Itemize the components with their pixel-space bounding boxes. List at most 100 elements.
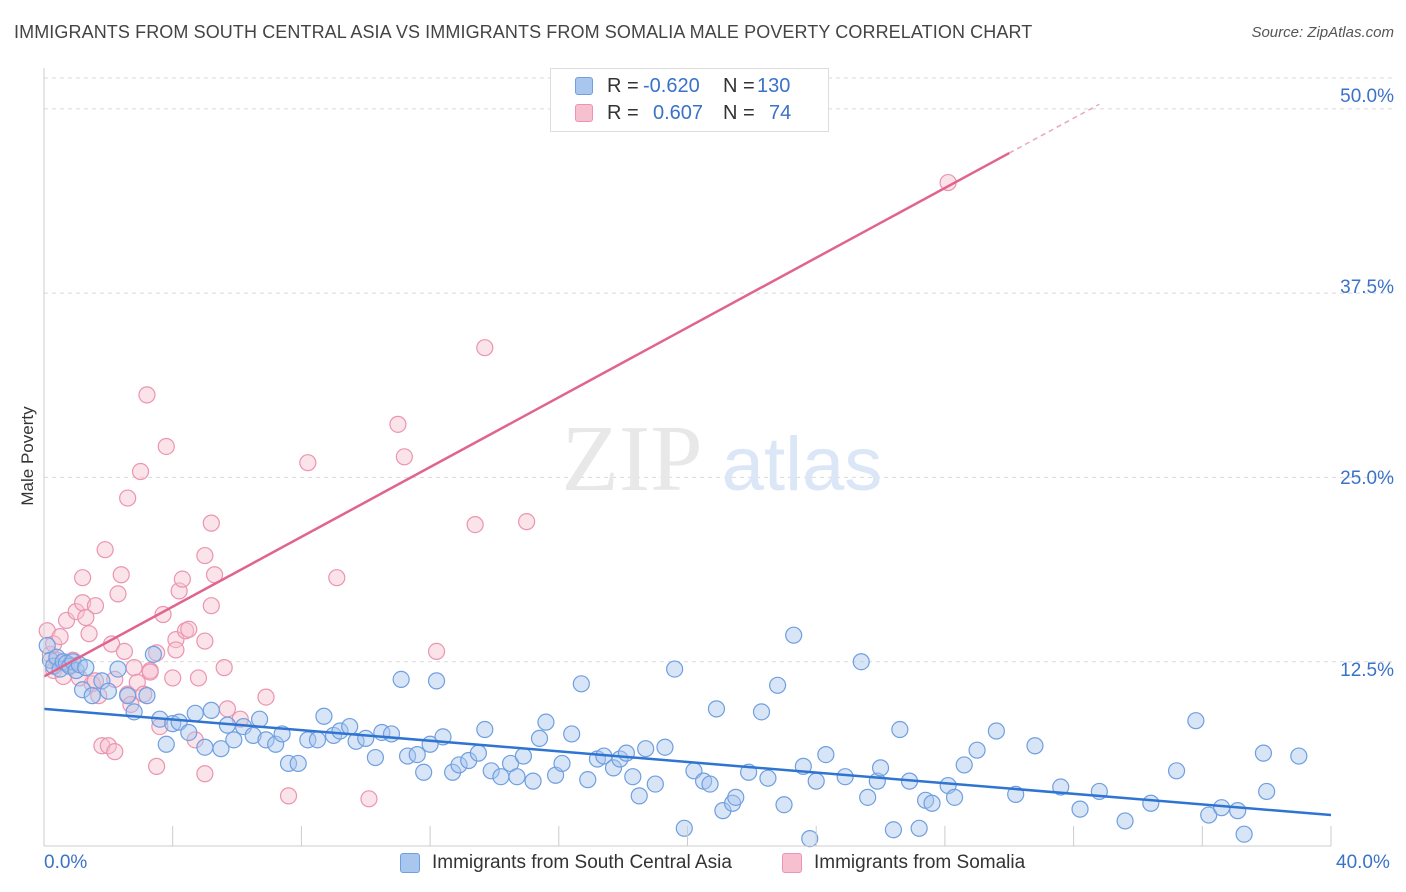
data-point bbox=[852, 653, 870, 671]
data-point bbox=[173, 570, 191, 588]
data-point bbox=[617, 744, 635, 762]
legend-swatch-pink bbox=[782, 853, 802, 873]
y-tick-label: 50.0% bbox=[1340, 86, 1394, 107]
data-point bbox=[96, 541, 114, 559]
legend-label: Immigrants from Somalia bbox=[814, 852, 1026, 873]
n-label: N = bbox=[723, 101, 755, 124]
axes bbox=[43, 68, 1332, 847]
data-point bbox=[196, 632, 214, 650]
data-point bbox=[482, 762, 500, 780]
data-point bbox=[331, 722, 349, 740]
data-point bbox=[138, 386, 156, 404]
n-value: 130 bbox=[757, 74, 791, 97]
data-point bbox=[469, 744, 487, 762]
data-point bbox=[727, 788, 745, 806]
n-label: N = bbox=[723, 74, 755, 97]
r-label: R = bbox=[607, 101, 639, 124]
data-point bbox=[408, 745, 426, 764]
grid-lines bbox=[44, 77, 1392, 663]
data-point bbox=[109, 585, 127, 603]
data-point bbox=[518, 513, 536, 531]
data-point bbox=[530, 729, 549, 747]
data-point bbox=[923, 794, 941, 812]
data-point bbox=[157, 735, 175, 753]
data-point bbox=[987, 722, 1005, 740]
data-point bbox=[196, 546, 214, 565]
data-point bbox=[1187, 712, 1205, 730]
data-point bbox=[74, 569, 92, 587]
data-point bbox=[752, 703, 771, 721]
data-point bbox=[138, 687, 156, 705]
legend-swatch-blue bbox=[575, 77, 593, 95]
bottom-legend-pink: Immigrants from Somalia bbox=[782, 852, 1025, 874]
data-point bbox=[119, 687, 137, 705]
data-point bbox=[74, 681, 92, 699]
data-point bbox=[382, 725, 401, 743]
data-point bbox=[267, 735, 285, 753]
correlation-legend: R = -0.620 N = 130 R = 0.607 N = 74 bbox=[550, 68, 829, 132]
series-somalia-points bbox=[38, 173, 957, 808]
data-point bbox=[180, 620, 198, 638]
data-point bbox=[189, 669, 208, 687]
n-value: 74 bbox=[769, 101, 792, 124]
watermark-zip: ZIP bbox=[562, 407, 703, 511]
data-point bbox=[884, 821, 903, 839]
data-point bbox=[801, 830, 819, 848]
data-point bbox=[225, 731, 243, 749]
chart-title: IMMIGRANTS FROM SOUTH CENTRAL ASIA VS IM… bbox=[14, 22, 1033, 42]
legend-swatch-blue bbox=[400, 853, 420, 873]
data-point bbox=[1026, 737, 1044, 755]
y-tick-label: 37.5% bbox=[1340, 277, 1394, 298]
legend-label: Immigrants from South Central Asia bbox=[432, 852, 732, 873]
data-point bbox=[141, 663, 159, 681]
data-point bbox=[93, 672, 111, 690]
data-point bbox=[759, 769, 777, 787]
data-point bbox=[347, 732, 365, 750]
data-point bbox=[257, 731, 275, 749]
data-point bbox=[675, 819, 693, 837]
data-point bbox=[164, 669, 182, 687]
data-point bbox=[817, 745, 835, 764]
data-point bbox=[1235, 825, 1253, 843]
data-point bbox=[768, 676, 787, 694]
data-point bbox=[807, 772, 825, 790]
legend-row-pink: R = 0.607 N = 74 bbox=[575, 102, 791, 124]
watermark-atlas: atlas bbox=[722, 422, 883, 507]
data-point bbox=[202, 597, 220, 615]
data-point bbox=[202, 514, 220, 532]
data-point bbox=[315, 707, 333, 725]
data-point bbox=[99, 737, 117, 755]
data-point bbox=[1290, 747, 1308, 765]
data-point bbox=[279, 787, 298, 805]
r-value: 0.607 bbox=[653, 101, 704, 124]
data-point bbox=[366, 748, 385, 767]
data-point bbox=[1229, 802, 1247, 820]
bottom-legend-blue: Immigrants from South Central Asia bbox=[400, 852, 732, 874]
data-point bbox=[1052, 778, 1070, 796]
data-point bbox=[244, 726, 262, 745]
data-point bbox=[666, 660, 684, 678]
data-point bbox=[871, 759, 890, 777]
data-point bbox=[328, 569, 346, 587]
data-point bbox=[466, 516, 484, 534]
data-point bbox=[218, 700, 236, 718]
data-point bbox=[308, 731, 327, 749]
data-point bbox=[537, 713, 555, 731]
data-point bbox=[427, 642, 446, 660]
data-point bbox=[77, 659, 95, 677]
data-point bbox=[910, 819, 928, 837]
data-point bbox=[1200, 806, 1218, 824]
data-point bbox=[99, 682, 117, 700]
data-point bbox=[656, 738, 674, 756]
data-point bbox=[514, 747, 533, 765]
data-point bbox=[492, 768, 510, 786]
r-label: R = bbox=[607, 74, 639, 97]
data-point bbox=[144, 645, 162, 663]
data-point bbox=[955, 756, 973, 774]
data-point bbox=[508, 768, 526, 786]
data-point bbox=[563, 725, 581, 743]
x-tick-label-right: 40.0% bbox=[1336, 852, 1390, 873]
data-point bbox=[450, 756, 468, 774]
data-point bbox=[395, 448, 413, 466]
